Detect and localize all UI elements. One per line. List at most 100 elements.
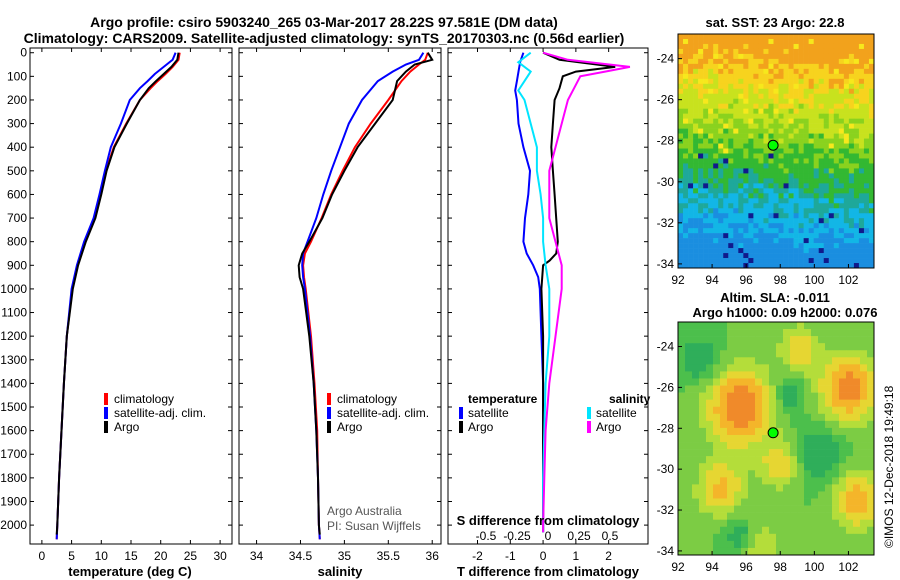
sst-cell [833,198,840,204]
sst-cell [688,148,694,154]
sst-cell [833,53,840,60]
sla-cell [839,505,847,513]
sla-cell [797,427,805,436]
sst-cell [833,178,840,184]
sst-cell [693,243,699,249]
sst-cell [783,258,789,264]
sla-cell [853,406,861,415]
sla-cell [755,371,763,379]
sst-cell [778,263,784,269]
sst-cell [868,98,875,104]
sst-cell [763,193,769,199]
sst-cell [738,93,744,100]
sst-cell [738,118,744,124]
sla-cell [769,329,777,337]
sst-cell [708,148,714,154]
sst-cell [853,218,860,224]
sst-cell [703,34,709,40]
sst-cell [778,133,784,139]
sst-cell [758,218,764,224]
sst-cell [723,63,729,70]
sla-cell [769,498,777,506]
sst-cell [748,198,754,204]
sla-cell [776,343,784,351]
sla-cell [825,413,833,422]
sst-cell [703,53,709,60]
legend-label-climatology: climatology [114,392,174,406]
sla-cell [762,329,770,337]
sst-cell [753,123,759,129]
sst-cell [783,228,789,234]
sla-cell [720,385,728,393]
sst-cell [833,258,840,264]
sla-cell [818,322,826,330]
sst-cell [813,98,820,104]
sst-cell [708,258,714,264]
sst-cell [793,108,799,114]
sst-cell [693,58,699,65]
sst-cell [703,163,709,169]
sst-cell [853,113,860,119]
sst-cell [738,178,744,184]
sst-cell [788,258,794,264]
sst-cell [753,128,759,134]
sla-cell [832,399,840,408]
sst-cell [733,138,739,144]
sla-cell [839,350,847,358]
sst-cell [733,198,739,204]
sst-cell [848,143,855,149]
sla-cell [853,329,861,337]
sla-cell [678,484,686,492]
sst-cell [833,138,840,144]
sla-cell [860,470,868,478]
sla-cell [790,350,798,358]
sst-cell [733,188,739,194]
legend-label-t-argo: Argo [468,420,494,434]
sla-cell [755,434,763,443]
lat-tick-label: -28 [657,421,675,435]
sst-cell [733,258,739,264]
sst-cell [848,238,855,244]
series-line-satellite-adj-clim- [301,52,425,540]
sst-cell [743,203,749,209]
sst-cell [743,83,749,90]
sst-cell [683,168,689,174]
sla-cell [860,329,868,337]
sst-cell [723,153,729,159]
sst-cell [733,158,739,164]
sst-cell [813,258,820,264]
sst-cell [748,73,754,80]
sst-cell [723,158,729,164]
sst-cell [798,93,804,100]
sst-cell [763,63,769,70]
sst-cell [713,128,719,134]
sst-cell [843,34,850,40]
sla-cell [832,533,840,542]
sst-cell [868,153,875,159]
sst-cell [678,103,684,109]
sla-cell [713,498,721,506]
sla-cell [734,406,742,415]
sst-cell [828,143,835,149]
sst-cell [718,173,724,179]
sst-cell [788,58,794,65]
sst-cell [868,228,875,234]
sst-cell [713,223,719,229]
sla-cell [818,540,826,549]
sst-cell [793,43,799,50]
sst-cell [828,178,835,184]
sla-cell [706,343,714,351]
sst-cell [783,173,789,179]
sst-cell [798,168,804,174]
sla-cell [783,378,791,386]
sla-cell [804,463,812,471]
sst-cell [783,143,789,149]
sst-cell [788,183,794,189]
sla-cell [734,512,742,520]
sla-cell [818,371,826,379]
sla-cell [832,420,840,429]
sst-cell [828,118,835,124]
sla-cell [713,371,721,379]
sst-cell [788,223,794,229]
sst-cell [778,68,784,75]
